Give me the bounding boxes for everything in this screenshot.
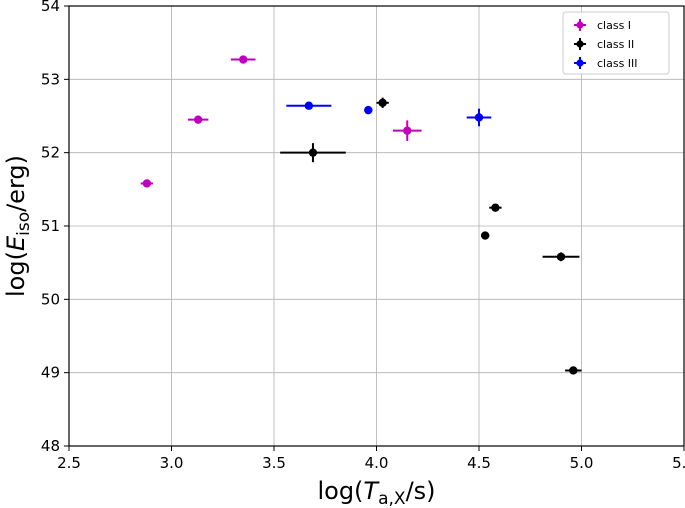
y-axis-label: log(Eiso/erg) xyxy=(2,155,34,297)
axis-ticks: 2.5 3.0 3.5 4.0 4.5 5.0 5.5 48 49 50 51 52 53 54 xyxy=(41,0,685,472)
point-marker xyxy=(480,231,490,240)
series-class-ii xyxy=(280,97,582,375)
legend-item: class III xyxy=(574,57,638,70)
data-point xyxy=(230,55,256,64)
y-axis-label-post: /erg) xyxy=(2,155,30,212)
legend-label: class I xyxy=(597,19,631,32)
point-marker xyxy=(556,252,566,261)
point-marker xyxy=(364,105,373,115)
point-marker xyxy=(569,366,578,375)
data-point xyxy=(565,366,582,375)
y-axis-label-pre: log( xyxy=(2,251,30,297)
legend-marker xyxy=(576,40,584,48)
data-point xyxy=(489,203,502,212)
series-class-iii xyxy=(286,101,492,127)
x-axis-label-pre: log( xyxy=(317,477,363,505)
legend-box xyxy=(562,11,670,75)
legend-label: class III xyxy=(597,57,638,70)
y-axis-label-sub: iso xyxy=(14,212,34,236)
legend-marker xyxy=(576,21,584,29)
data-points xyxy=(140,55,582,375)
x-tick-label: 5.5 xyxy=(672,454,685,472)
legend-item: class II xyxy=(574,38,634,51)
y-tick-label: 54 xyxy=(41,0,60,15)
data-point xyxy=(542,252,580,262)
x-tick-label: 4.5 xyxy=(467,454,491,472)
point-marker xyxy=(378,98,387,108)
point-marker xyxy=(403,126,412,135)
legend-label: class II xyxy=(597,38,634,51)
x-axis-label: log(Ta,X/s) xyxy=(317,477,435,508)
series-class-i xyxy=(140,55,422,188)
point-marker xyxy=(304,101,314,110)
data-point xyxy=(280,143,346,163)
point-marker xyxy=(474,113,484,122)
legend-item: class I xyxy=(574,19,631,32)
y-axis-label-italic: E xyxy=(2,235,30,251)
x-tick-label: 3.5 xyxy=(262,454,286,472)
data-point xyxy=(480,231,490,240)
data-point xyxy=(140,179,154,188)
data-point xyxy=(286,101,332,110)
x-tick-label: 2.5 xyxy=(57,454,81,472)
y-tick-label: 51 xyxy=(41,217,60,235)
legend: class I class II class III xyxy=(562,11,670,75)
y-tick-label: 48 xyxy=(41,437,60,455)
data-point xyxy=(364,105,373,115)
legend-marker xyxy=(576,59,584,67)
point-marker xyxy=(308,148,318,157)
data-point xyxy=(466,108,492,127)
y-tick-label: 50 xyxy=(41,290,60,308)
data-point xyxy=(376,97,389,108)
x-axis-label-sub: a,X xyxy=(378,489,406,508)
x-tick-label: 3.0 xyxy=(160,454,184,472)
y-tick-label: 53 xyxy=(41,70,60,88)
y-tick-label: 52 xyxy=(41,144,60,162)
x-tick-label: 5.0 xyxy=(570,454,594,472)
y-tick-label: 49 xyxy=(41,364,60,382)
point-marker xyxy=(491,203,500,212)
point-marker xyxy=(193,115,203,124)
data-point xyxy=(392,120,422,141)
point-marker xyxy=(142,179,152,188)
x-axis-label-post: /s) xyxy=(406,477,436,505)
point-marker xyxy=(239,55,248,64)
x-axis-label-italic: T xyxy=(363,477,380,505)
data-point xyxy=(187,115,209,124)
x-tick-label: 4.0 xyxy=(365,454,389,472)
